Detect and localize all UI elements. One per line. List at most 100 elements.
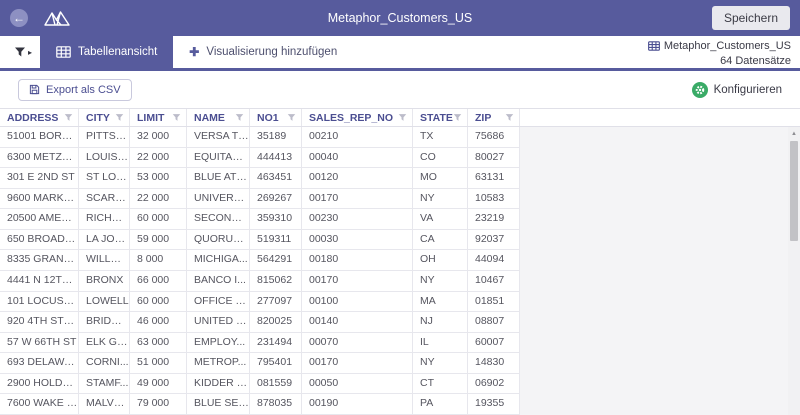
table-cell: 081559 <box>250 373 302 395</box>
table-cell: 00050 <box>302 373 413 395</box>
table-row: 20500 AMERI... RICHM... 60 000 SECOND ... 35… <box>0 209 520 230</box>
table-cell: WILLOU... <box>79 250 130 271</box>
filter-icon[interactable] <box>235 113 244 122</box>
save-button[interactable]: Speichern <box>711 6 790 30</box>
table-cell: 51 000 <box>130 353 187 374</box>
column-header-no1[interactable]: NO1 <box>250 109 302 126</box>
filter-icon[interactable] <box>453 113 462 122</box>
tab-table-view[interactable]: Tabellenansicht <box>40 36 174 68</box>
table-cell: 35189 <box>250 127 302 148</box>
table-cell: 00140 <box>302 312 413 333</box>
table-cell: LOWELL <box>79 291 130 313</box>
filter-icon[interactable] <box>115 113 124 122</box>
table-cell: 06902 <box>468 373 520 395</box>
export-csv-label: Export als CSV <box>46 83 121 96</box>
filter-menu-button[interactable]: ▸ <box>0 36 40 68</box>
filter-icon[interactable] <box>505 113 514 122</box>
vertical-scrollbar[interactable]: ▲ <box>788 127 800 415</box>
table-cell: 32 000 <box>130 127 187 148</box>
table-cell: METROP... <box>187 353 250 374</box>
table-cell: 795401 <box>250 353 302 374</box>
table-cell: UNITED C... <box>187 312 250 333</box>
table-cell: MA <box>413 291 468 313</box>
table-cell: 60 000 <box>130 209 187 230</box>
table-cell: OH <box>413 250 468 271</box>
scrollbar-thumb[interactable] <box>790 141 798 241</box>
table-cell: 7600 WAKE F... <box>0 394 79 415</box>
column-header-label: ADDRESS <box>7 111 59 124</box>
table-cell: QUORUM ... <box>187 229 250 251</box>
table-cell: 59 000 <box>130 229 187 251</box>
table-cell: 8335 GRANDV... <box>0 250 79 271</box>
mountain-logo-icon[interactable] <box>44 10 70 26</box>
table-cell: 53 000 <box>130 168 187 189</box>
table-cell: 00120 <box>302 168 413 189</box>
table-cell: 80027 <box>468 147 520 169</box>
table-cell: NY <box>413 270 468 292</box>
gear-icon <box>691 81 708 98</box>
table-cell: 20500 AMERI... <box>0 209 79 230</box>
table-cell: PA <box>413 394 468 415</box>
page-title: Metaphor_Customers_US <box>327 11 473 25</box>
table-cell: 564291 <box>250 250 302 271</box>
table-cell: 63 000 <box>130 332 187 354</box>
table-empty-area <box>520 127 800 415</box>
column-header-city[interactable]: CITY <box>79 109 130 126</box>
table-cell: RICHM... <box>79 209 130 230</box>
table-cell: MO <box>413 168 468 189</box>
export-csv-button[interactable]: Export als CSV <box>18 78 132 101</box>
table-row: 6300 METZER...LOUISVI...22 000EQUITABL..… <box>0 147 520 169</box>
table-cell: 79 000 <box>130 394 187 415</box>
filter-icon[interactable] <box>398 113 407 122</box>
column-header-sales-rep-no[interactable]: SALES_REP_NO <box>302 109 413 126</box>
chevron-right-icon: ▸ <box>28 47 33 57</box>
table-cell: SCARSD... <box>79 188 130 210</box>
configure-button[interactable]: Konfigurieren <box>691 81 782 98</box>
table-cell: ST LOUIS <box>79 168 130 189</box>
table-cell: 101 LOCUST A... <box>0 291 79 313</box>
table-cell: OFFICE C... <box>187 291 250 313</box>
table-row: 301 E 2ND ST ST LOUIS 53 000 BLUE ATL... 463… <box>0 168 520 189</box>
dataset-table-icon <box>647 41 660 52</box>
toolbar: Export als CSV Konfigurieren <box>0 71 800 108</box>
tab-add-visualization[interactable]: ✚ Visualisierung hinzufügen <box>173 36 353 68</box>
table-row: 7600 WAKE F... MALVE... 79 000 BLUE SER... 8… <box>0 394 520 415</box>
scroll-up-icon[interactable]: ▲ <box>791 130 797 137</box>
table-cell: 46 000 <box>130 312 187 333</box>
table-cell: 2900 HOLDRE... <box>0 373 79 395</box>
table-cell: 00210 <box>302 127 413 148</box>
table-cell: 57 W 66TH ST <box>0 332 79 354</box>
table-cell: 44094 <box>468 250 520 271</box>
table-cell: 22 000 <box>130 188 187 210</box>
table-cell: CT <box>413 373 468 395</box>
table-cell: MALVE... <box>79 394 130 415</box>
filter-icon[interactable] <box>64 113 73 122</box>
table-header-row: ADDRESS CITY LIMIT NAME NO1 SALES_REP_NO STATE… <box>0 108 800 127</box>
table-cell: 10467 <box>468 270 520 292</box>
configure-label: Konfigurieren <box>713 83 782 96</box>
table-cell: 6300 METZER... <box>0 147 79 169</box>
filter-icon[interactable] <box>172 113 181 122</box>
column-header-address[interactable]: ADDRESS <box>0 109 79 126</box>
back-icon[interactable]: ← <box>10 9 28 27</box>
column-header-name[interactable]: NAME <box>187 109 250 126</box>
table-cell: VERSA TI... <box>187 127 250 148</box>
table-cell: 9600 MARKET ... <box>0 188 79 210</box>
dataset-name: Metaphor_Customers_US <box>663 40 791 52</box>
column-header-limit[interactable]: LIMIT <box>130 109 187 126</box>
table-cell: CO <box>413 147 468 169</box>
table-cell: 301 E 2ND ST <box>0 168 79 189</box>
table-cell: 00040 <box>302 147 413 169</box>
column-header-zip[interactable]: ZIP <box>468 109 520 126</box>
table-cell: 14830 <box>468 353 520 374</box>
dataset-count: 64 Datensätze <box>720 54 791 67</box>
column-header-state[interactable]: STATE <box>413 109 468 126</box>
table-cell: ELK GR... <box>79 332 130 354</box>
filter-icon[interactable] <box>287 113 296 122</box>
table-cell: 8 000 <box>130 250 187 271</box>
table-cell: 00100 <box>302 291 413 313</box>
table-cell: UNIVERSI... <box>187 188 250 210</box>
table-cell: LOUISVI... <box>79 147 130 169</box>
